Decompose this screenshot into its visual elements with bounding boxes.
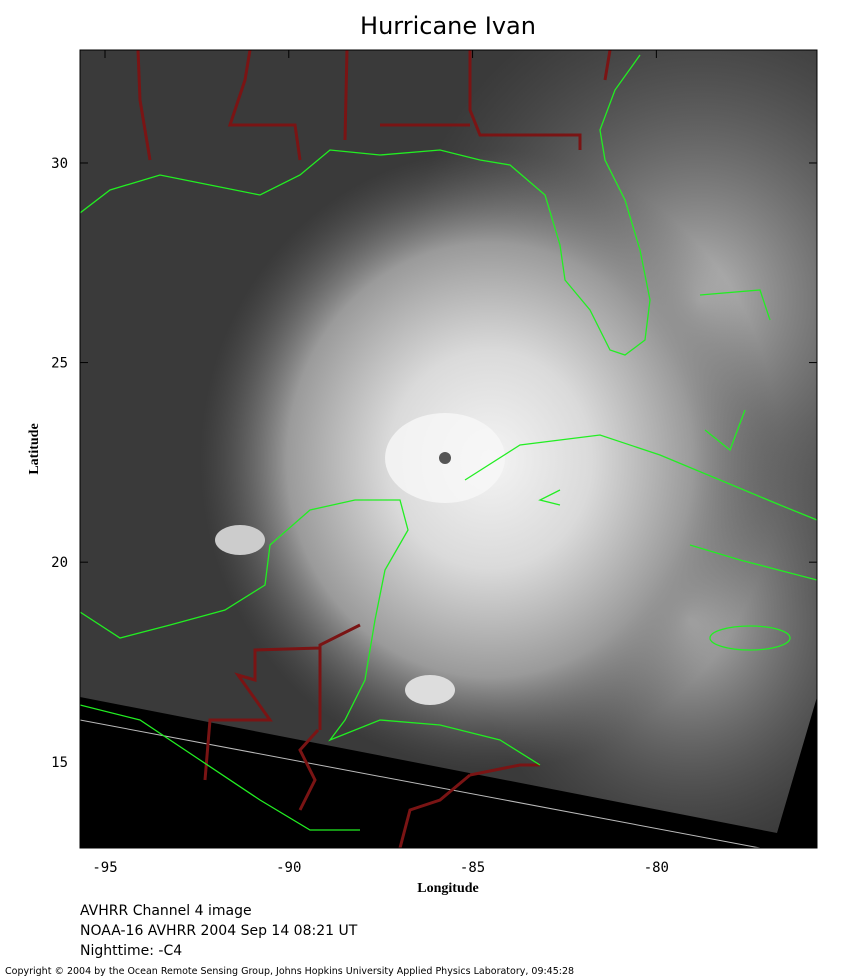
x-axis-label: Longitude [417,881,478,896]
y-tick-label: 30 [51,156,68,172]
y-axis-label: Latitude [27,423,42,474]
x-tick-label: -85 [460,860,485,876]
caption: NOAA-16 AVHRR 2004 Sep 14 08:21 UT [80,923,358,939]
x-tick-label: -90 [276,860,301,876]
plot-frame [79,49,818,849]
caption: AVHRR Channel 4 image [80,903,252,919]
satellite-image [80,50,817,848]
copyright: Copyright © 2004 by the Ocean Remote Sen… [5,966,574,977]
x-tick-label: -80 [644,860,669,876]
y-tick-label: 25 [51,356,68,372]
x-tick-label: -95 [92,860,117,876]
caption: Nighttime: -C4 [80,943,182,959]
y-tick-label: 20 [51,555,68,571]
title: Hurricane Ivan [360,12,536,40]
y-tick-label: 15 [51,755,68,771]
